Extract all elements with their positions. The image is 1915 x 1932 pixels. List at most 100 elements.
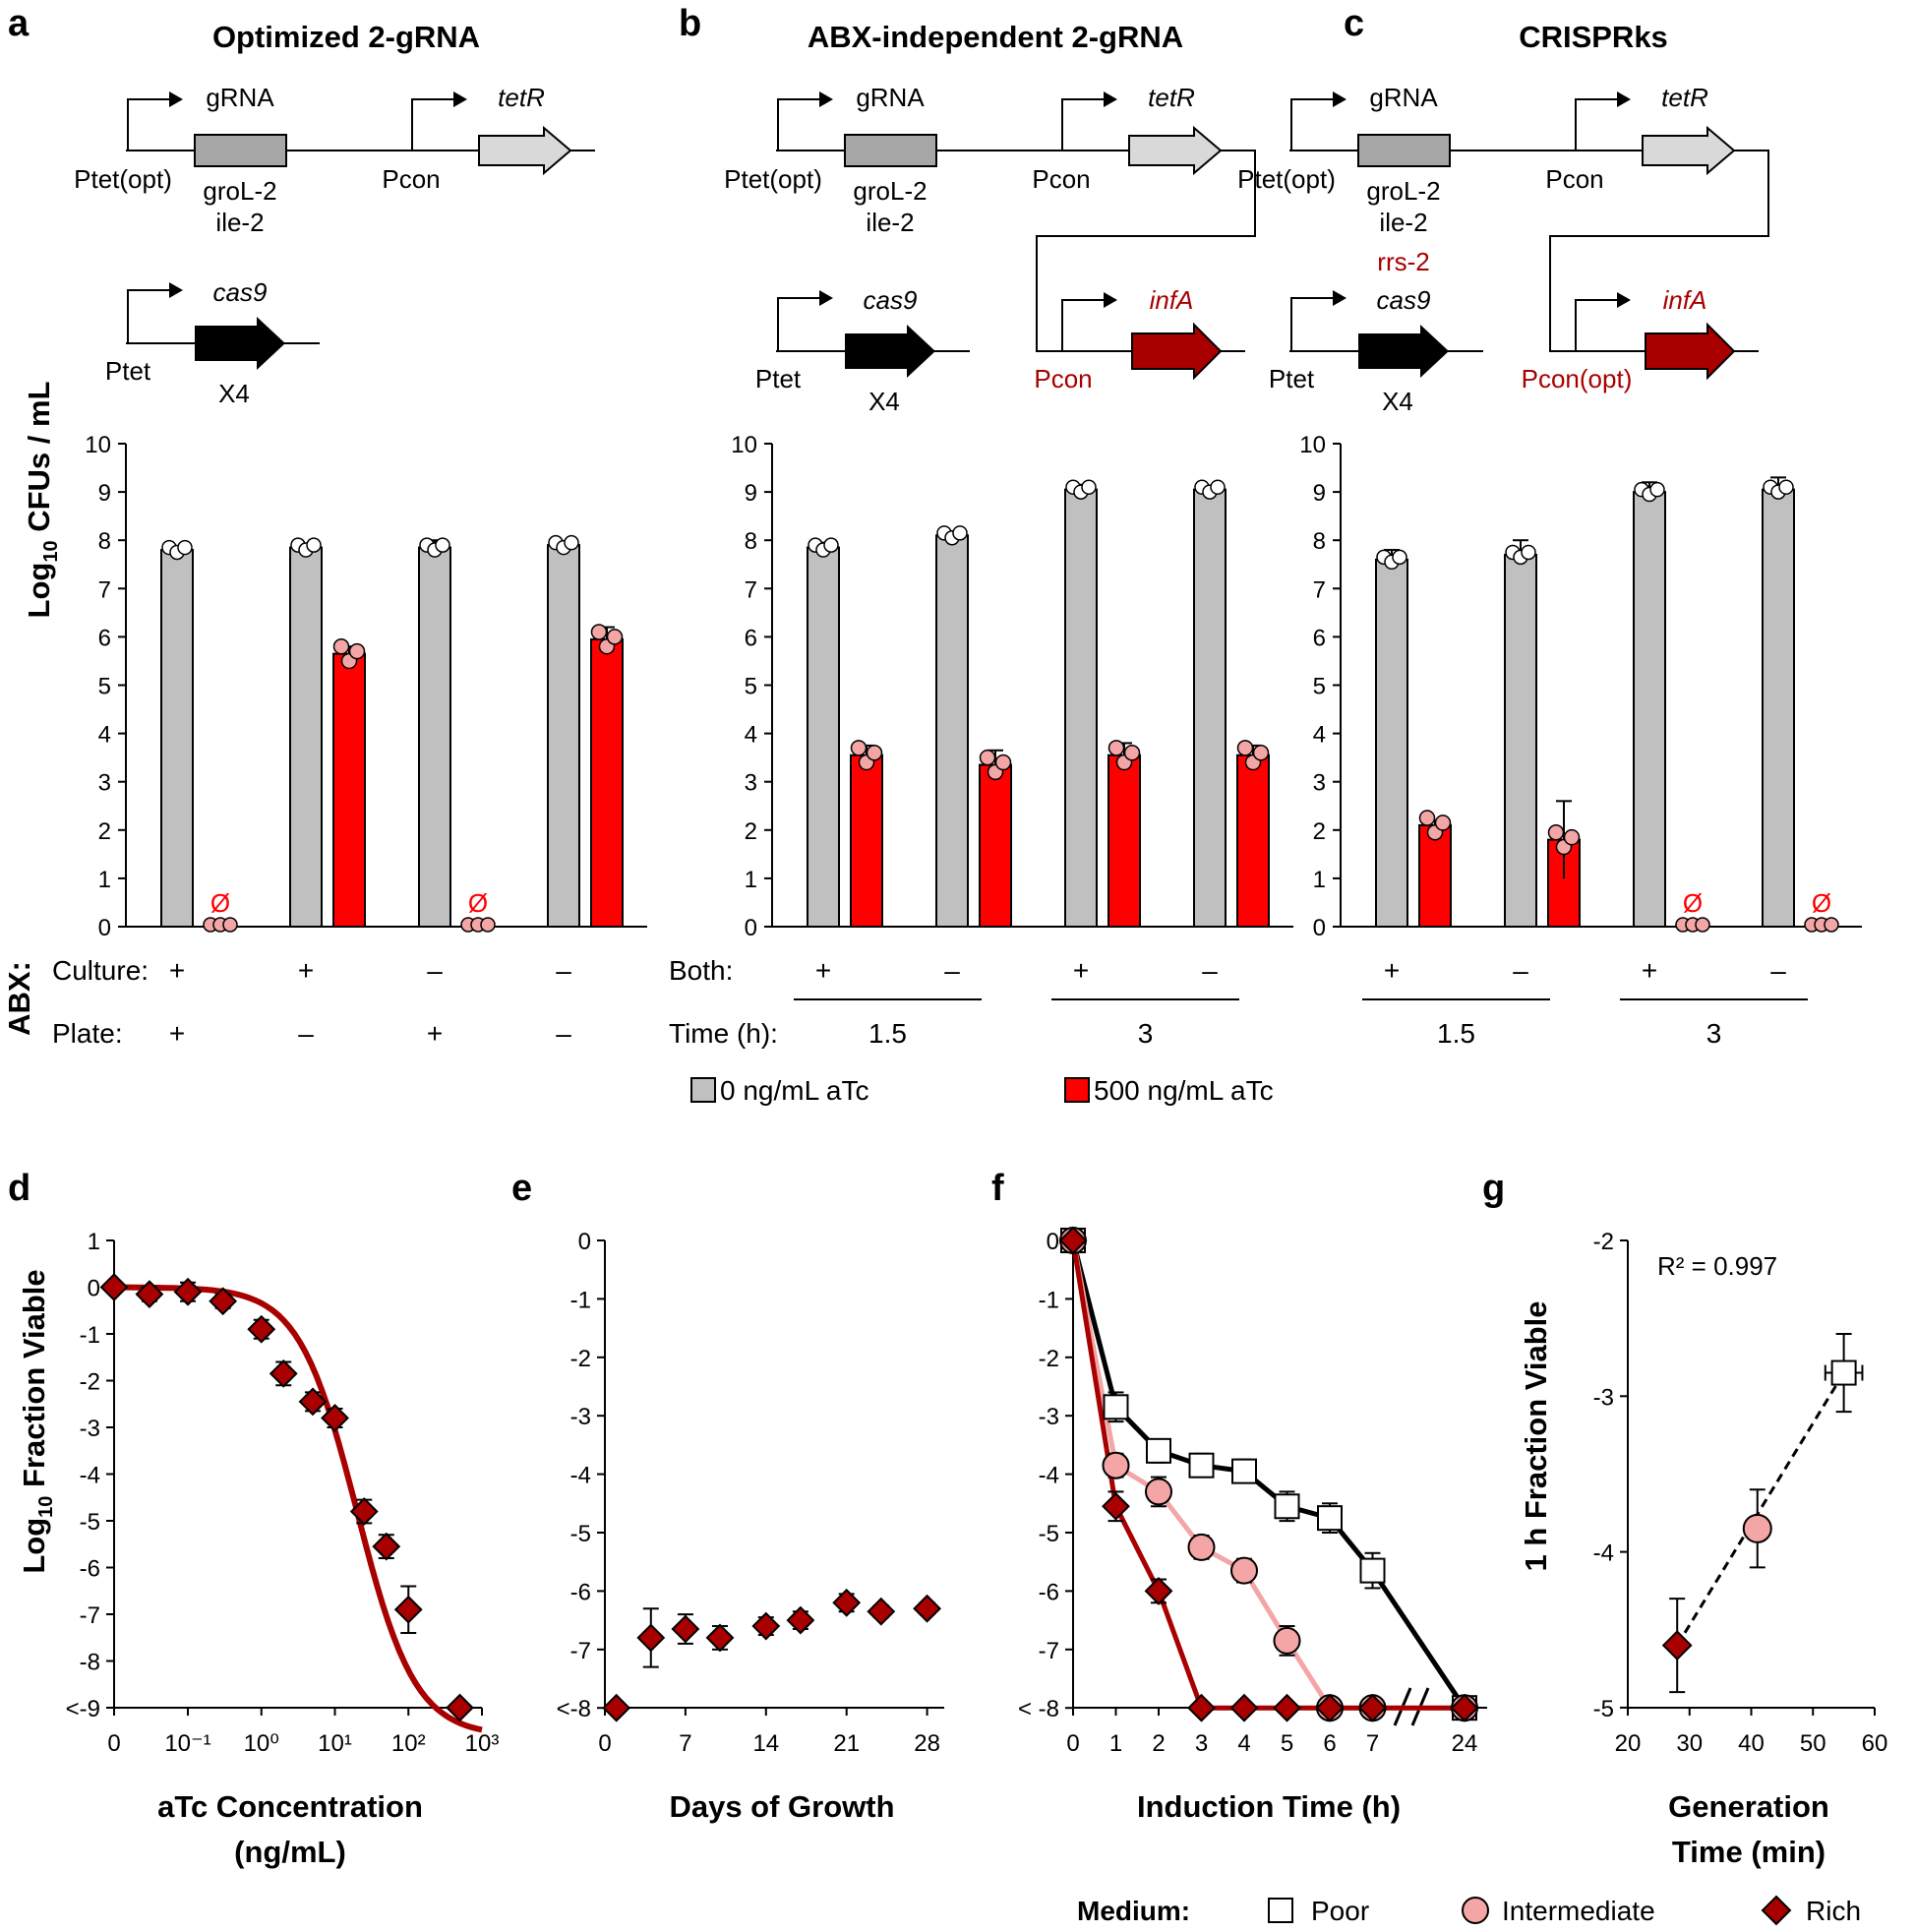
construct-c-promoter3-label: Ptet xyxy=(1269,364,1315,393)
construct-diagrams: Ptet(opt)gRNAgroL-2ile-2PcontetRPtetcas9… xyxy=(74,83,1769,416)
culture-sign: – xyxy=(427,955,443,986)
f-y-tick-label: -3 xyxy=(1039,1404,1059,1430)
construct-a-promoter-arrowhead xyxy=(169,91,183,107)
f-point-intermediate xyxy=(1230,1556,1258,1585)
d-y-tick-label: -7 xyxy=(80,1602,100,1629)
chart-a-point-gray xyxy=(564,534,579,551)
plate-sign: + xyxy=(427,1018,443,1049)
chart-b-point-gray xyxy=(952,525,968,541)
chart-a-y-tick-label: 7 xyxy=(98,576,111,603)
chart-b-y-tick-label: 0 xyxy=(745,915,757,941)
construct-b-promoter-arrow xyxy=(777,98,819,151)
g-y-axis-label: 1 h Fraction Viable xyxy=(1519,1300,1553,1571)
f-point-rich xyxy=(1273,1693,1301,1722)
chart-c-y-tick-label: 10 xyxy=(1299,432,1326,458)
panel-letter-a: a xyxy=(8,3,30,44)
chart-c-y-tick-label: 5 xyxy=(1313,674,1326,700)
legend-label-0atc: 0 ng/mL aTc xyxy=(720,1075,868,1106)
panel-letter-g: g xyxy=(1482,1168,1505,1209)
construct-a-gene3-label: cas9 xyxy=(213,277,268,307)
construct-c-promoter4-label: Pcon(opt) xyxy=(1522,364,1633,393)
chart-a-bar-gray xyxy=(547,544,580,928)
chart-a-point-red-zero xyxy=(480,917,496,933)
f-x-tick-label: 6 xyxy=(1323,1730,1336,1757)
construct-b-infa-backbone xyxy=(1036,150,1256,352)
d-data-point xyxy=(135,1280,164,1309)
construct-b-promoter3-arrow xyxy=(777,297,819,351)
g-point-rich xyxy=(1661,1630,1693,1660)
construct-a-gene1-sub-0: groL-2 xyxy=(203,176,276,206)
construct-c-promoter1-label: Ptet(opt) xyxy=(1237,164,1336,194)
legend-marker-poor xyxy=(1268,1898,1293,1923)
construct-c-promoter-arrowhead xyxy=(1333,91,1346,107)
plate-label: Plate: xyxy=(52,1018,123,1049)
chart-c-bar-gray xyxy=(1504,553,1537,928)
construct-a-gene3-sub: X4 xyxy=(218,379,250,408)
construct-b-tetr-arrow xyxy=(1128,125,1223,176)
chart-a-point-red-zero xyxy=(222,917,238,933)
g-trendline xyxy=(1675,1371,1845,1647)
d-x-tick-label: 10⁻¹ xyxy=(164,1730,210,1757)
chart-a-y-tick-label: 8 xyxy=(98,528,111,555)
chart-a-point-red xyxy=(606,629,624,645)
f-point-poor xyxy=(1359,1557,1386,1584)
chart-a-point-red xyxy=(348,642,366,660)
f-y-tick-label: < -8 xyxy=(1018,1696,1059,1722)
f-line-intermediate xyxy=(1070,1239,1465,1711)
d-y-axis-label: Log10 Fraction Viable xyxy=(17,1269,57,1573)
construct-b-promoter2-arrowhead xyxy=(1104,91,1117,107)
d-y-tick-label: -5 xyxy=(80,1509,100,1536)
d-y-tick-label: -2 xyxy=(80,1369,100,1396)
chart-b-bar-gray xyxy=(935,534,969,928)
d-x-tick-label: 10⁰ xyxy=(244,1730,279,1757)
both-sign: – xyxy=(1770,955,1786,986)
f-x-tick-label: 0 xyxy=(1066,1730,1079,1757)
f-point-poor xyxy=(1146,1437,1171,1464)
chart-c-y-tick-label: 0 xyxy=(1313,915,1326,941)
f-point-rich xyxy=(1358,1693,1387,1722)
chart-a-y-tick-label: 3 xyxy=(98,770,111,797)
chart-a-null-symbol: Ø xyxy=(210,888,230,918)
both-sign: + xyxy=(1073,955,1089,986)
d-x-axis-unit: (ng/mL) xyxy=(234,1835,346,1869)
construct-b-promoter4-label: Pcon xyxy=(1034,364,1092,393)
e-data-point xyxy=(671,1614,700,1644)
e-x-axis-label: Days of Growth xyxy=(669,1789,894,1824)
chart-c-y-tick-label: 4 xyxy=(1313,722,1326,749)
panel-letter-b: b xyxy=(679,3,701,44)
chart-b-point-red xyxy=(866,744,883,761)
legend-label-poor: Poor xyxy=(1311,1896,1369,1926)
e-y-tick-label: -5 xyxy=(570,1521,591,1547)
legend-marker-rich xyxy=(1761,1895,1792,1926)
construct-c-tetr-arrow xyxy=(1642,125,1736,176)
d-y-tick-label: -4 xyxy=(80,1463,100,1489)
construct-a-promoter1-label: Ptet(opt) xyxy=(74,164,172,194)
legend-label-500atc: 500 ng/mL aTc xyxy=(1094,1075,1274,1106)
chart-c-y-tick-label: 8 xyxy=(1313,528,1326,555)
panel-letter-c: c xyxy=(1344,3,1364,44)
f-point-rich xyxy=(1058,1226,1088,1255)
f-x-tick-label: 4 xyxy=(1237,1730,1250,1757)
d-data-point xyxy=(393,1595,423,1624)
chart-b-bar-red xyxy=(1236,754,1270,928)
chart-c-point-gray xyxy=(1778,479,1794,495)
f-y-tick-label: 0 xyxy=(1047,1229,1059,1255)
construct-b-promoter-arrowhead xyxy=(819,91,833,107)
construct-b-infa-arrow xyxy=(1131,322,1223,381)
e-y-tick-label: 0 xyxy=(578,1229,591,1255)
bottom-charts: 1 0 -1 -2 -3 -4 -5 -6 -7 -8 <-9 0 10⁻¹ 10⁰ 10¹ 10² 10³ 0 -… xyxy=(66,1226,1887,1757)
g-annotation-r2: R² = 0.997 xyxy=(1657,1251,1777,1281)
construct-a-promoter-arrow xyxy=(127,98,169,151)
construct-c-promoter3-arrowhead xyxy=(1333,290,1346,306)
d-data-point xyxy=(209,1287,238,1316)
g-x-tick-label: 30 xyxy=(1676,1730,1703,1757)
construct-a-promoter2-label: Pcon xyxy=(382,164,440,194)
chart-a-bar-red xyxy=(332,652,366,929)
plate-sign: – xyxy=(556,1018,571,1049)
chart-c-y-tick-label: 2 xyxy=(1313,818,1326,845)
chart-a-null-symbol: Ø xyxy=(468,888,488,918)
chart-c-y-tick-label: 6 xyxy=(1313,625,1326,651)
g-x-tick-label: 20 xyxy=(1615,1730,1642,1757)
construct-a-gene1-sub-1: ile-2 xyxy=(215,208,264,237)
